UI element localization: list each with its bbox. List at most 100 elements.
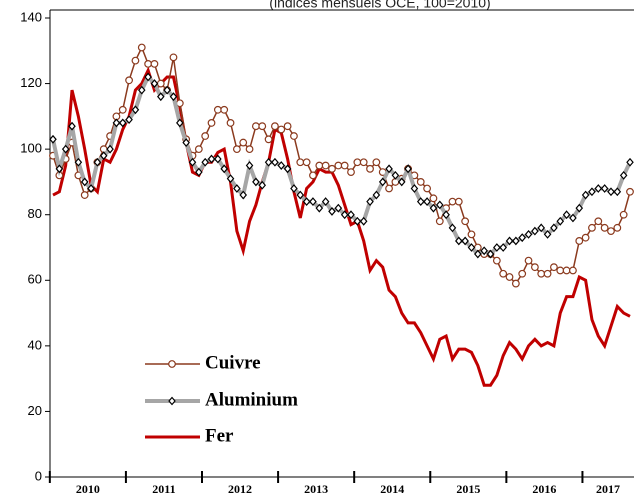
marker-aluminium	[410, 184, 419, 193]
marker-aluminium	[214, 154, 222, 164]
marker-cuivre	[575, 237, 584, 245]
marker-cuivre	[328, 164, 336, 173]
marker-aluminium	[372, 190, 381, 200]
marker-aluminium	[55, 164, 64, 174]
marker-aluminium	[106, 144, 114, 154]
marker-aluminium	[537, 223, 546, 233]
x-tick-label: 2014	[380, 482, 404, 496]
x-tick-label: 2012	[228, 482, 252, 496]
marker-cuivre	[296, 158, 305, 167]
marker-aluminium	[157, 92, 165, 102]
marker-aluminium	[397, 177, 406, 187]
marker-aluminium	[524, 229, 533, 239]
marker-cuivre	[429, 194, 438, 203]
legend-label: Fer	[205, 425, 234, 446]
chart-subtitle: (indices mensuels OCE, 100=2010)	[269, 0, 490, 11]
y-tick-label: 140	[20, 9, 42, 24]
marker-aluminium	[499, 243, 507, 252]
marker-aluminium	[340, 210, 349, 220]
marker-aluminium	[61, 144, 70, 154]
marker-cuivre	[347, 168, 355, 176]
marker-cuivre	[156, 79, 165, 88]
marker-aluminium	[423, 197, 431, 207]
y-tick-label: 20	[28, 403, 42, 418]
marker-cuivre	[511, 279, 520, 288]
marker-aluminium	[80, 177, 89, 187]
marker-aluminium	[467, 243, 476, 252]
marker-cuivre	[80, 191, 89, 199]
marker-aluminium	[505, 236, 514, 246]
marker-cuivre	[309, 171, 317, 180]
marker-cuivre	[556, 266, 565, 275]
marker-aluminium	[201, 157, 209, 167]
marker-cuivre	[366, 164, 374, 173]
legend-label: Cuivre	[205, 352, 261, 373]
marker-aluminium	[163, 85, 171, 95]
marker-cuivre	[423, 184, 431, 193]
marker-cuivre	[207, 119, 216, 127]
marker-cuivre	[201, 132, 210, 140]
marker-aluminium	[607, 187, 615, 197]
marker-cuivre	[353, 158, 362, 167]
marker-aluminium	[435, 200, 444, 210]
marker-cuivre	[283, 122, 292, 131]
marker-aluminium	[283, 164, 292, 174]
legend-label: Aluminium	[205, 389, 298, 410]
marker-cuivre	[264, 135, 273, 144]
marker-aluminium	[461, 236, 469, 246]
marker-cuivre	[258, 122, 267, 131]
marker-cuivre	[220, 105, 229, 114]
marker-aluminium	[207, 154, 216, 164]
marker-aluminium	[562, 210, 571, 220]
y-tick-label: 100	[20, 141, 42, 156]
marker-aluminium	[258, 180, 267, 190]
line-fer	[52, 66, 631, 387]
marker-cuivre	[530, 263, 539, 272]
marker-cuivre	[372, 158, 381, 167]
marker-cuivre	[277, 125, 286, 134]
marker-cuivre	[588, 223, 596, 232]
marker-cuivre	[492, 256, 501, 265]
marker-aluminium	[150, 79, 159, 88]
marker-cuivre	[150, 60, 159, 68]
marker-cuivre	[454, 197, 463, 206]
marker-aluminium	[328, 207, 336, 216]
marker-aluminium	[74, 157, 83, 167]
y-tick-label: 40	[28, 337, 42, 352]
marker-aluminium	[144, 72, 152, 82]
marker-aluminium	[512, 236, 520, 246]
marker-cuivre	[569, 266, 577, 275]
x-tick-label: 2011	[152, 482, 175, 496]
marker-cuivre	[334, 161, 343, 170]
marker-aluminium	[347, 210, 355, 220]
marker-cuivre	[524, 256, 533, 265]
marker-cuivre	[619, 210, 628, 219]
marker-aluminium	[195, 167, 203, 177]
marker-aluminium	[169, 92, 178, 102]
marker-aluminium	[182, 138, 190, 148]
marker-aluminium	[49, 134, 57, 144]
marker-aluminium	[429, 203, 438, 213]
marker-aluminium	[245, 161, 254, 170]
marker-cuivre	[416, 178, 425, 186]
marker-cuivre	[118, 105, 127, 114]
marker-cuivre	[194, 145, 203, 154]
marker-cuivre	[213, 105, 222, 114]
marker-aluminium	[233, 184, 241, 193]
marker-cuivre	[239, 138, 248, 147]
marker-aluminium	[93, 157, 102, 167]
marker-cuivre	[461, 217, 470, 226]
marker-aluminium	[296, 190, 305, 200]
marker-aluminium	[581, 190, 590, 200]
marker-aluminium	[125, 115, 133, 125]
marker-aluminium	[594, 184, 603, 193]
marker-cuivre	[125, 76, 133, 85]
marker-aluminium	[448, 223, 457, 233]
marker-aluminium	[112, 118, 121, 128]
marker-aluminium	[486, 249, 495, 259]
marker-aluminium	[353, 216, 362, 226]
marker-cuivre	[518, 269, 527, 278]
marker-aluminium	[118, 118, 127, 128]
marker-aluminium	[455, 236, 463, 246]
